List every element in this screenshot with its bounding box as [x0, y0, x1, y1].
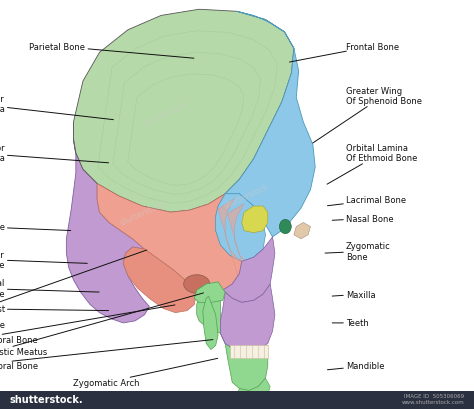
Polygon shape [203, 297, 218, 350]
Polygon shape [97, 184, 242, 292]
Polygon shape [113, 53, 261, 195]
Polygon shape [230, 346, 268, 358]
Polygon shape [294, 223, 310, 239]
Polygon shape [220, 284, 275, 352]
Polygon shape [128, 74, 244, 186]
Text: Greater Wing
Of Sphenoid Bone: Greater Wing Of Sphenoid Bone [313, 86, 422, 144]
Text: External Acoustic Meatus: External Acoustic Meatus [0, 293, 203, 356]
Text: Zygomatic
Bone: Zygomatic Bone [325, 242, 391, 261]
Text: Styloid Process Of Temporal Bone: Styloid Process Of Temporal Bone [0, 340, 213, 371]
Ellipse shape [183, 275, 210, 293]
Text: External Occipital
Protuberance: External Occipital Protuberance [0, 279, 99, 298]
Text: Parietal Bone: Parietal Bone [29, 43, 194, 59]
Text: Mandible: Mandible [328, 362, 384, 371]
Text: www.shutterstock.com: www.shutterstock.com [402, 399, 465, 404]
Polygon shape [218, 199, 251, 289]
Text: Maxilla: Maxilla [332, 290, 375, 299]
Polygon shape [237, 378, 270, 399]
Polygon shape [228, 204, 261, 294]
Polygon shape [225, 12, 315, 237]
Text: Teeth: Teeth [332, 319, 369, 328]
Text: Lacrimal Bone: Lacrimal Bone [328, 196, 406, 206]
Polygon shape [223, 237, 275, 303]
Polygon shape [123, 247, 197, 313]
Text: Zygomatic Arch: Zygomatic Arch [73, 358, 218, 387]
Text: Squamous Part Of Temporal Bone: Squamous Part Of Temporal Bone [0, 250, 146, 330]
FancyBboxPatch shape [0, 391, 474, 409]
Text: Superior
Temporal Linea: Superior Temporal Linea [0, 94, 113, 120]
Text: shutterstock.: shutterstock. [9, 394, 83, 404]
Text: IMAGE ID  505306069: IMAGE ID 505306069 [404, 393, 465, 398]
Text: shutterstock: shutterstock [223, 182, 270, 211]
Polygon shape [73, 10, 294, 213]
Text: Superior
Nuchal Line: Superior Nuchal Line [0, 250, 87, 270]
Ellipse shape [279, 220, 291, 234]
Polygon shape [216, 194, 265, 262]
Text: Nasal Bone: Nasal Bone [332, 214, 393, 223]
Text: shutterstock: shutterstock [118, 198, 166, 227]
Polygon shape [197, 290, 268, 391]
Text: Inferior
Temporal Linea: Inferior Temporal Linea [0, 144, 109, 164]
Polygon shape [194, 282, 225, 303]
Polygon shape [66, 123, 149, 323]
Text: Frontal Bone: Frontal Bone [290, 43, 399, 63]
Polygon shape [98, 31, 277, 204]
Text: Orbital Lamina
Of Ethmoid Bone: Orbital Lamina Of Ethmoid Bone [327, 144, 418, 185]
Text: Occipital Bone: Occipital Bone [0, 222, 71, 231]
Polygon shape [242, 207, 268, 233]
Text: shutterstock: shutterstock [142, 100, 190, 129]
Text: Mastoid Part Of Temporal Bone: Mastoid Part Of Temporal Bone [0, 305, 175, 344]
Text: External Occipital Crest: External Occipital Crest [0, 304, 109, 313]
